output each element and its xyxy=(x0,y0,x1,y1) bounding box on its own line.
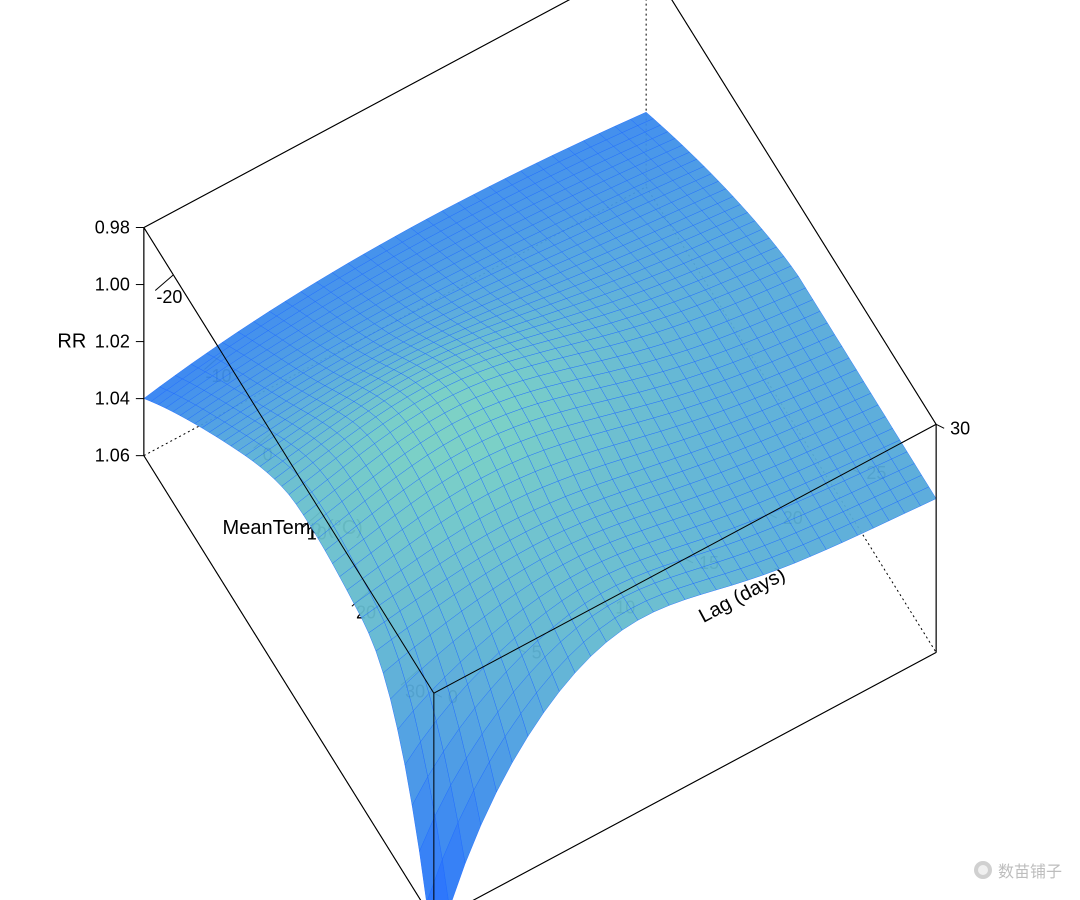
watermark: 数苗铺子 xyxy=(974,858,1062,882)
chart-svg: 0.981.001.021.041.06RR-20-100102030MeanT… xyxy=(0,0,1080,900)
wechat-icon xyxy=(974,861,992,879)
svg-text:1.06: 1.06 xyxy=(95,446,130,466)
svg-text:1.02: 1.02 xyxy=(95,332,130,352)
svg-text:1.00: 1.00 xyxy=(95,275,130,295)
surface xyxy=(144,112,936,900)
surface-chart: 0.981.001.021.041.06RR-20-100102030MeanT… xyxy=(0,0,1080,900)
svg-text:-20: -20 xyxy=(156,287,182,307)
watermark-text: 数苗铺子 xyxy=(998,858,1062,882)
svg-text:RR: RR xyxy=(57,331,86,353)
svg-text:1.04: 1.04 xyxy=(95,389,130,409)
svg-text:0.98: 0.98 xyxy=(95,218,130,238)
svg-text:30: 30 xyxy=(950,418,970,438)
